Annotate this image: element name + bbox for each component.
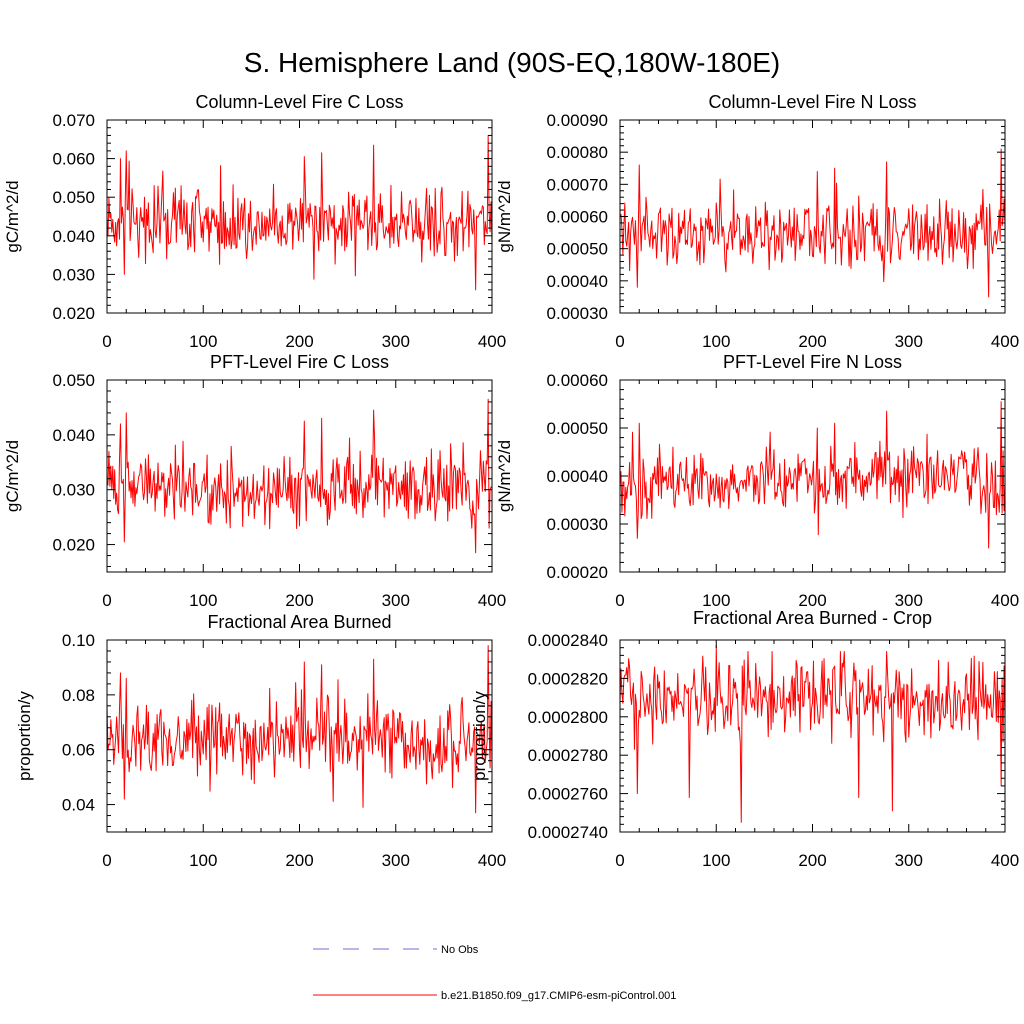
legend-no-obs-label: No Obs: [441, 944, 479, 956]
y-tick-label: 0.00040: [547, 467, 608, 486]
x-tick-label: 200: [285, 591, 313, 610]
y-tick-label: 0.020: [52, 304, 95, 323]
x-tick-label: 300: [895, 851, 923, 870]
y-tick-label: 0.020: [52, 536, 95, 555]
series-line: [619, 401, 1006, 549]
x-tick-label: 300: [382, 332, 410, 351]
y-tick-label: 0.00030: [547, 304, 608, 323]
y-tick-label: 0.0002740: [528, 823, 608, 842]
y-tick-label: 0.050: [52, 188, 95, 207]
x-tick-label: 300: [895, 332, 923, 351]
y-tick-label: 0.070: [52, 111, 95, 130]
x-tick-label: 200: [798, 851, 826, 870]
y-axis-label: proportion/y: [15, 691, 34, 781]
x-tick-label: 400: [991, 851, 1019, 870]
x-tick-label: 200: [798, 332, 826, 351]
x-tick-label: 100: [702, 591, 730, 610]
panel-title: Column-Level Fire C Loss: [195, 92, 403, 112]
x-tick-label: 400: [478, 332, 506, 351]
x-tick-label: 100: [702, 332, 730, 351]
y-tick-label: 0.060: [52, 150, 95, 169]
panel-4: PFT-Level Fire N Loss gN/m^2/d 0 100 200 300 4…: [495, 352, 1019, 610]
y-tick-label: 0.00050: [547, 240, 608, 259]
series-line: [619, 645, 1006, 823]
y-tick-label: 0.00020: [547, 563, 608, 582]
y-tick-label: 0.0002820: [528, 669, 608, 688]
y-tick-label: 0.00060: [547, 208, 608, 227]
x-tick-label: 100: [702, 851, 730, 870]
x-tick-label: 300: [895, 591, 923, 610]
panel-1: Column-Level Fire C Loss gC/m^2/d 0 100 200 3…: [3, 92, 506, 351]
x-tick-label: 0: [615, 591, 624, 610]
x-tick-label: 200: [285, 332, 313, 351]
y-tick-label: 0.00080: [547, 143, 608, 162]
series-line: [106, 644, 493, 814]
x-tick-label: 0: [102, 851, 111, 870]
y-tick-label: 0.00090: [547, 111, 608, 130]
legend: No Obs b.e21.B1850.f09_g17.CMIP6-esm-piC…: [313, 944, 676, 1002]
y-tick-label: 0.0002840: [528, 631, 608, 650]
y-axis-label: gN/m^2/d: [495, 440, 514, 512]
y-axis-label: gN/m^2/d: [495, 180, 514, 252]
x-tick-label: 100: [189, 332, 217, 351]
x-tick-label: 100: [189, 851, 217, 870]
y-tick-label: 0.030: [52, 265, 95, 284]
panel-title: Fractional Area Burned - Crop: [693, 608, 932, 628]
x-tick-label: 0: [102, 591, 111, 610]
x-tick-label: 200: [798, 591, 826, 610]
y-tick-label: 0.00030: [547, 515, 608, 534]
y-tick-label: 0.06: [62, 741, 95, 760]
panel-2: Column-Level Fire N Loss gN/m^2/d 0 100 200 3…: [495, 92, 1019, 351]
y-tick-label: 0.00060: [547, 371, 608, 390]
y-axis-label: gC/m^2/d: [3, 180, 22, 252]
y-tick-label: 0.0002760: [528, 785, 608, 804]
plot-frame: [106, 379, 493, 573]
y-tick-label: 0.08: [62, 686, 95, 705]
y-axis-label: proportion/y: [470, 691, 489, 781]
panel-title: Fractional Area Burned: [207, 612, 391, 632]
x-tick-label: 200: [285, 851, 313, 870]
series-line: [619, 148, 1006, 298]
panel-title: Column-Level Fire N Loss: [708, 92, 916, 112]
figure-title: S. Hemisphere Land (90S-EQ,180W-180E): [244, 47, 780, 78]
y-tick-label: 0.04: [62, 796, 95, 815]
y-tick-label: 0.050: [52, 371, 95, 390]
series-line: [106, 398, 493, 554]
x-tick-label: 400: [478, 851, 506, 870]
series-line: [106, 134, 493, 291]
y-axis-label: gC/m^2/d: [3, 440, 22, 512]
y-tick-label: 0.030: [52, 481, 95, 500]
y-tick-label: 0.00040: [547, 272, 608, 291]
x-tick-label: 400: [991, 332, 1019, 351]
y-tick-label: 0.0002800: [528, 708, 608, 727]
panel-title: PFT-Level Fire C Loss: [210, 352, 389, 372]
plot-frame: [619, 639, 1006, 833]
x-tick-label: 300: [382, 851, 410, 870]
x-tick-label: 0: [615, 851, 624, 870]
x-tick-label: 0: [615, 332, 624, 351]
y-tick-label: 0.10: [62, 631, 95, 650]
x-tick-label: 0: [102, 332, 111, 351]
panel-5: Fractional Area Burned proportion/y 0 100 20…: [15, 612, 506, 870]
y-tick-label: 0.0002780: [528, 746, 608, 765]
x-tick-label: 400: [991, 591, 1019, 610]
panel-title: PFT-Level Fire N Loss: [723, 352, 902, 372]
x-tick-label: 300: [382, 591, 410, 610]
y-tick-label: 0.00070: [547, 175, 608, 194]
y-tick-label: 0.00050: [547, 419, 608, 438]
y-tick-label: 0.040: [52, 426, 95, 445]
panel-6: Fractional Area Burned - Crop proportion/…: [470, 608, 1019, 870]
x-tick-label: 400: [478, 591, 506, 610]
x-tick-label: 100: [189, 591, 217, 610]
panel-3: PFT-Level Fire C Loss gC/m^2/d 0 100 200 300 4…: [3, 352, 506, 610]
y-tick-label: 0.040: [52, 227, 95, 246]
panels-container: Column-Level Fire C Loss gC/m^2/d 0 100 200 3…: [3, 92, 1019, 870]
legend-model-label: b.e21.B1850.f09_g17.CMIP6-esm-piControl.…: [441, 990, 676, 1002]
